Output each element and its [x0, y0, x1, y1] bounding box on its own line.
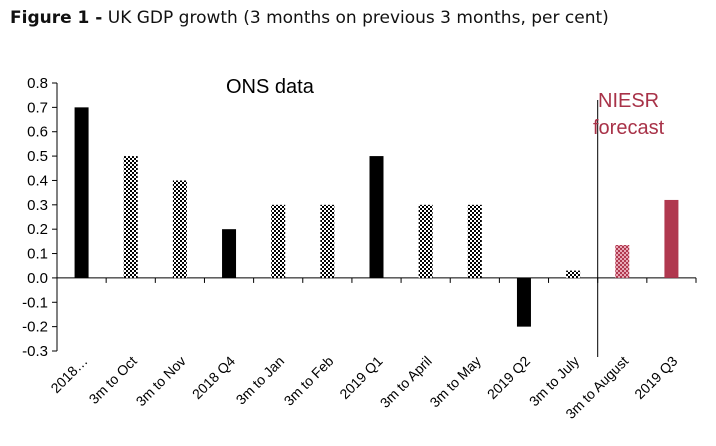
chart-labels: 0.80.70.60.50.40.30.20.10.0-0.1-0.2-0.32…: [22, 75, 681, 422]
y-tick-label: 0.7: [27, 99, 48, 116]
category-label: 2019 Q3: [631, 353, 680, 402]
bar-3: [222, 229, 237, 278]
category-label: 3m to Nov: [133, 353, 189, 409]
category-label: 3m to April: [377, 353, 435, 411]
y-tick-label: -0.1: [22, 294, 48, 311]
bar-10: [566, 270, 581, 278]
y-tick-label: 0.6: [27, 124, 48, 141]
figure-title: Figure 1 - UK GDP growth (3 months on pr…: [10, 8, 609, 28]
y-tick-label: 0.0: [27, 270, 48, 287]
y-tick-label: 0.1: [27, 246, 48, 263]
category-label: 2018…: [47, 353, 90, 396]
y-tick-label: -0.2: [22, 319, 48, 336]
y-tick-label: -0.3: [22, 343, 48, 360]
y-tick-label: 0.8: [27, 75, 48, 92]
bar-4: [271, 204, 286, 278]
category-label: 2019 Q2: [484, 353, 533, 402]
category-label: 3m to May: [426, 353, 484, 411]
bar-8: [467, 204, 482, 278]
bar-5: [320, 204, 335, 278]
bar-1: [123, 156, 138, 278]
figure-caption: UK GDP growth (3 months on previous 3 mo…: [107, 8, 609, 28]
category-label: 3m to Oct: [86, 353, 140, 407]
bar-11: [615, 245, 630, 278]
niesr-annotation-line1: NIESR: [598, 90, 659, 112]
category-label: 2019 Q1: [336, 353, 385, 402]
niesr-annotation-line2: forecast: [593, 117, 665, 139]
y-tick-label: 0.5: [27, 148, 48, 165]
bar-12: [664, 199, 679, 278]
category-label: 2018 Q4: [189, 353, 238, 402]
y-tick-label: 0.2: [27, 221, 48, 238]
ons-data-annotation: ONS data: [226, 76, 315, 98]
category-label: 3m to Feb: [281, 353, 337, 409]
bar-2: [172, 180, 187, 278]
bar-0: [74, 107, 89, 278]
y-tick-label: 0.3: [27, 197, 48, 214]
figure-number: Figure 1 -: [10, 8, 103, 28]
chart-bars: [74, 107, 679, 327]
bar-7: [418, 204, 433, 278]
bar-9: [516, 277, 531, 327]
bar-6: [369, 156, 384, 278]
y-tick-label: 0.4: [27, 172, 48, 189]
category-label: 3m to Jan: [233, 353, 288, 408]
